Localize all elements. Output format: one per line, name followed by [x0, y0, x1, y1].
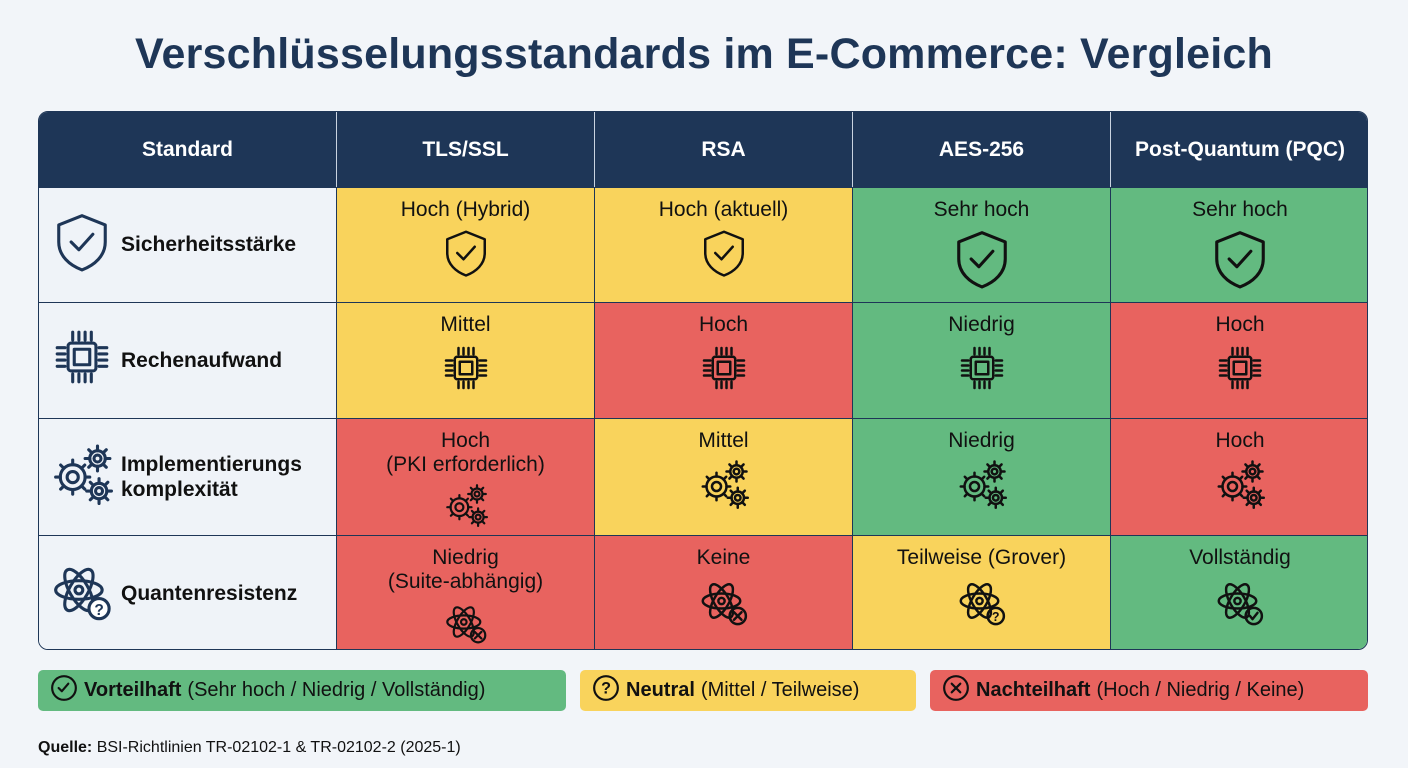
cell-value: Mittel — [698, 429, 749, 452]
svg-text:?: ? — [94, 602, 103, 619]
gears-icon — [51, 443, 113, 511]
legend-label: Nachteilhaft — [976, 679, 1091, 701]
atom-question-icon: ? — [51, 559, 113, 627]
row-label: Implementierungs komplexität — [39, 418, 336, 535]
svg-text:?: ? — [991, 610, 999, 624]
rating-cell: Teilweise (Grover)? — [852, 535, 1110, 649]
rating-cell: Mittel — [594, 418, 852, 535]
cell-value: Niedrig — [432, 546, 499, 569]
chip-icon — [699, 337, 749, 399]
cell-value: Teilweise (Grover) — [896, 546, 1067, 569]
cell-value: Hoch — [440, 429, 491, 452]
rating-cell: Niedrig — [852, 302, 1110, 418]
rating-cell: Vollständig — [1110, 535, 1367, 649]
row-label-text: Rechenaufwand — [121, 348, 283, 372]
cell-value: Sehr hoch — [933, 198, 1030, 221]
legend-item-red: Nachteilhaft (Hoch / Niedrig / Keine) — [930, 670, 1368, 711]
legend-desc: (Sehr hoch / Niedrig / Vollständig) — [187, 679, 486, 701]
rating-cell: Hoch (Hybrid) — [336, 187, 594, 302]
comparison-table: Standard TLS/SSL RSA AES-256 Post-Quantum (P… — [38, 111, 1368, 650]
cell-note: (Suite-abhängig) — [387, 570, 544, 594]
rating-cell: Niedrig — [852, 418, 1110, 535]
cell-note: (PKI erforderlich) — [386, 453, 545, 477]
atom-icon — [444, 594, 488, 649]
cell-value: Hoch — [1215, 313, 1265, 336]
chip-icon — [1215, 337, 1265, 399]
cell-value: Sehr hoch — [1192, 198, 1288, 221]
atom-icon: ? — [957, 570, 1007, 632]
rating-cell: Hoch (aktuell) — [594, 187, 852, 302]
cell-value: Mittel — [440, 313, 491, 336]
row-label: Sicherheitsstärke — [39, 187, 336, 302]
page-title: Verschlüsselungsstandards im E-Commerce:… — [135, 30, 1273, 78]
rating-cell: Hoch — [594, 302, 852, 418]
cell-value: Vollständig — [1189, 546, 1291, 569]
legend-desc: (Mittel / Teilweise) — [700, 679, 860, 701]
column-header: Post-Quantum (PQC) — [1110, 112, 1367, 187]
row-label-text: Quantenresistenz — [121, 581, 298, 605]
shield-check-icon — [51, 211, 113, 279]
gears-icon — [1215, 453, 1265, 515]
atom-icon — [1215, 570, 1265, 632]
legend-label: Neutral — [626, 679, 695, 701]
cpu-chip-icon — [51, 326, 113, 394]
legend-desc: (Hoch / Niedrig / Keine) — [1096, 679, 1305, 701]
chip-icon — [957, 337, 1007, 399]
source-label: Quelle: — [38, 739, 93, 756]
rating-cell: Hoch — [1110, 418, 1367, 535]
x-circle-icon — [942, 674, 970, 708]
shield-icon — [951, 222, 1013, 296]
atom-icon — [699, 570, 749, 632]
cell-value: Hoch (Hybrid) — [400, 198, 531, 221]
column-header: TLS/SSL — [336, 112, 594, 187]
source-text: BSI-Richtlinien TR-02102-1 & TR-02102-2 … — [96, 739, 461, 756]
cell-value: Hoch (aktuell) — [658, 198, 789, 221]
rating-cell: Sehr hoch — [852, 187, 1110, 302]
row-label: ? Quantenresistenz — [39, 535, 336, 649]
check-circle-icon — [50, 674, 78, 708]
question-circle-icon: ? — [592, 674, 620, 708]
column-header: Standard — [39, 112, 336, 187]
shield-icon — [699, 222, 749, 284]
chip-icon — [441, 337, 491, 399]
shield-icon — [1209, 222, 1271, 296]
cell-value: Keine — [696, 546, 751, 569]
rating-cell: Keine — [594, 535, 852, 649]
legend-item-yellow: ? Neutral (Mittel / Teilweise) — [580, 670, 916, 711]
svg-text:?: ? — [601, 679, 611, 697]
rating-cell: Sehr hoch — [1110, 187, 1367, 302]
gears-icon — [957, 453, 1007, 515]
cell-value: Niedrig — [948, 313, 1015, 336]
gears-icon — [444, 477, 488, 533]
rating-cell: Mittel — [336, 302, 594, 418]
rating-cell: Niedrig (Suite-abhängig) — [336, 535, 594, 649]
source-note: Quelle: BSI-Richtlinien TR-02102-1 & TR-… — [38, 739, 461, 757]
rating-cell: Hoch (PKI erforderlich) — [336, 418, 594, 535]
cell-value: Hoch — [698, 313, 749, 336]
row-label: Rechenaufwand — [39, 302, 336, 418]
row-label-text: Implementierungs komplexität — [121, 452, 302, 501]
rating-cell: Hoch — [1110, 302, 1367, 418]
row-label-text: Sicherheitsstärke — [121, 233, 297, 257]
column-header: RSA — [594, 112, 852, 187]
legend-item-green: Vorteilhaft (Sehr hoch / Niedrig / Vollst… — [38, 670, 566, 711]
shield-icon — [441, 222, 491, 284]
gears-icon — [699, 453, 749, 515]
legend-label: Vorteilhaft — [84, 679, 182, 701]
cell-value: Hoch — [1215, 429, 1265, 452]
cell-value: Niedrig — [948, 429, 1015, 452]
column-header: AES-256 — [852, 112, 1110, 187]
